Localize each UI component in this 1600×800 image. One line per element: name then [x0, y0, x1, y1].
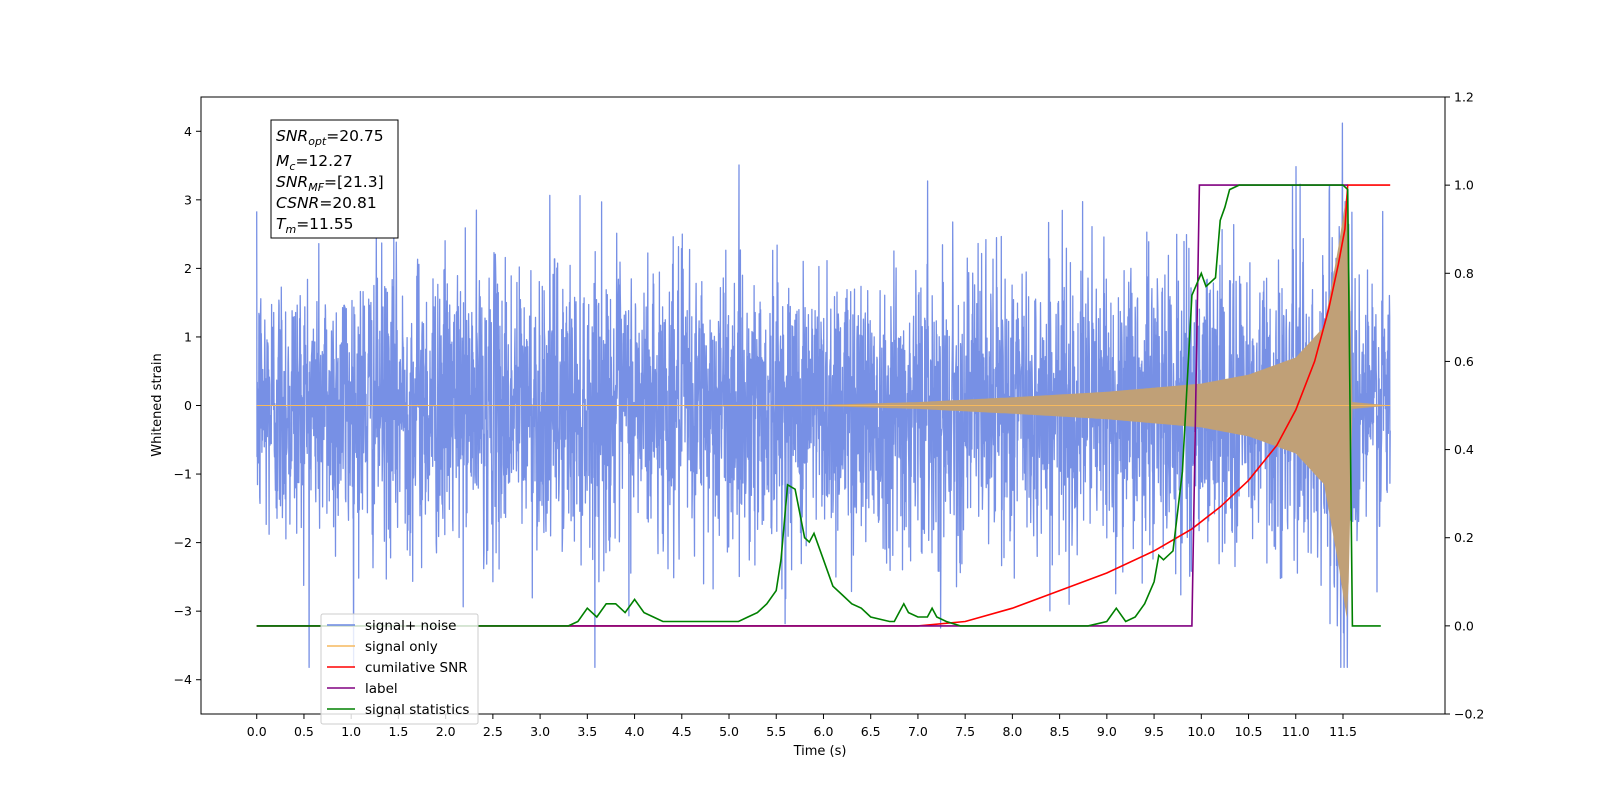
legend-item-label: label — [327, 681, 398, 697]
x-tick-label: 1.5 — [388, 724, 408, 739]
y-tick-label: −4 — [174, 672, 192, 687]
x-tick-label: 8.5 — [1050, 724, 1070, 739]
x-tick-label: 6.0 — [814, 724, 834, 739]
x-axis-label: Time (s) — [793, 744, 847, 759]
y-axis-label: Whitened strain — [150, 353, 165, 456]
y2-tick-label: 0.2 — [1454, 530, 1474, 545]
x-tick-label: 2.5 — [483, 724, 503, 739]
x-tick-label: 5.0 — [719, 724, 739, 739]
svg-text:cumilative SNR: cumilative SNR — [365, 660, 468, 676]
x-tick-label: 7.5 — [955, 724, 975, 739]
x-tick-label: 0.5 — [294, 724, 314, 739]
y-tick-label: 3 — [184, 192, 192, 207]
y2-tick-label: 1.0 — [1454, 178, 1474, 193]
x-tick-label: 11.0 — [1282, 724, 1310, 739]
x-tick-label: 11.5 — [1329, 724, 1357, 739]
x-tick-label: 6.5 — [861, 724, 881, 739]
x-tick-label: 5.5 — [766, 724, 786, 739]
x-tick-label: 0.0 — [247, 724, 267, 739]
y-tick-label: 2 — [184, 261, 192, 276]
y-axis-right-ticks: 1.2 1.0 0.8 0.6 0.4 0.2 0.0 −0.2 — [1445, 90, 1484, 722]
svg-text:signal only: signal only — [365, 639, 438, 655]
info-tm: Tm=11.55 — [276, 215, 354, 236]
svg-text:signal statistics: signal statistics — [365, 702, 469, 718]
legend-item-cumulative-snr: cumilative SNR — [327, 660, 468, 676]
x-tick-label: 9.0 — [1097, 724, 1117, 739]
x-axis-ticks: 0.0 0.5 1.0 1.5 2.0 2.5 3.0 3.5 4.0 4.5 5.0 5.5 6.0 6… — [247, 714, 1357, 739]
y2-tick-label: 0.6 — [1454, 354, 1474, 369]
legend-item-signal-only: signal only — [327, 639, 438, 655]
x-tick-label: 1.0 — [341, 724, 361, 739]
x-tick-label: 4.5 — [672, 724, 692, 739]
y-tick-label: −2 — [174, 535, 192, 550]
legend: signal+ noise signal only cumilative SNR… — [320, 613, 479, 725]
series-cumulative-snr-line — [256, 184, 1391, 627]
x-tick-label: 10.5 — [1235, 724, 1263, 739]
x-tick-label: 4.0 — [625, 724, 645, 739]
y2-tick-label: 1.2 — [1454, 90, 1474, 105]
series-signal-statistics-line — [256, 184, 1381, 627]
x-tick-label: 3.5 — [577, 724, 597, 739]
y2-tick-label: 0.4 — [1454, 442, 1474, 457]
x-tick-label: 2.0 — [436, 724, 456, 739]
info-box: SNRopt=20.75 Mc=12.27 SNRMF=[21.3] CSNR=… — [270, 119, 399, 239]
y-tick-label: −1 — [174, 467, 192, 482]
svg-text:label: label — [365, 681, 398, 697]
x-tick-label: 8.0 — [1002, 724, 1022, 739]
y-axis-left-ticks: 4 3 2 1 0 −1 −2 −3 −4 — [174, 124, 201, 687]
x-tick-label: 3.0 — [530, 724, 550, 739]
info-snr-opt: SNRopt=20.75 — [276, 127, 384, 148]
x-tick-label: 10.0 — [1187, 724, 1215, 739]
legend-item-signal-statistics: signal statistics — [327, 702, 469, 718]
x-tick-label: 9.5 — [1144, 724, 1164, 739]
y2-tick-label: 0.8 — [1454, 266, 1474, 281]
svg-text:signal+ noise: signal+ noise — [365, 618, 456, 634]
info-snr-mf: SNRMF=[21.3] — [276, 173, 384, 194]
y2-tick-label: −0.2 — [1454, 707, 1484, 722]
y-tick-label: 1 — [184, 329, 192, 344]
info-mc: Mc=12.27 — [276, 152, 353, 173]
y-tick-label: 4 — [184, 124, 192, 139]
y2-tick-label: 0.0 — [1454, 618, 1474, 633]
x-tick-label: 7.0 — [908, 724, 928, 739]
legend-item-signal-noise: signal+ noise — [327, 618, 456, 634]
y-tick-label: −3 — [174, 604, 192, 619]
y-tick-label: 0 — [184, 398, 192, 413]
info-csnr: CSNR=20.81 — [276, 194, 377, 212]
plot-area — [256, 122, 1391, 669]
